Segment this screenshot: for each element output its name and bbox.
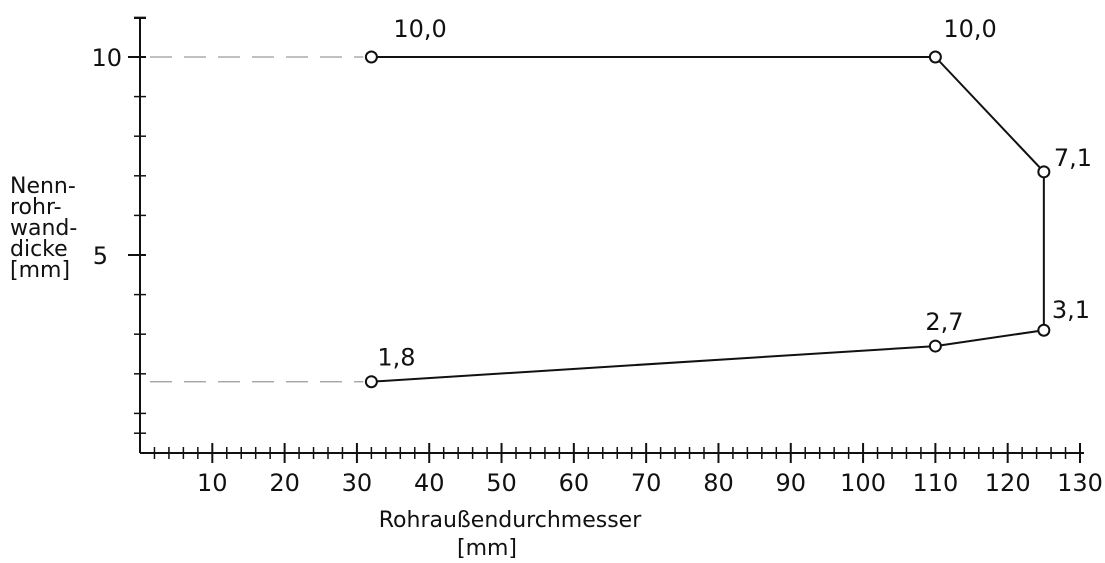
x-tick-label: 50: [486, 469, 517, 497]
x-tick-label: 40: [414, 469, 445, 497]
data-point: [364, 375, 378, 389]
data-label: 2,7: [925, 308, 963, 336]
axes: 10 20 30 40 50 60 70 80 90 100 110 120 130 5 10 Nenn-ro…: [10, 16, 1103, 561]
y-axis-title-line: dicke: [10, 237, 68, 262]
x-tick-label: 80: [703, 469, 734, 497]
data-label: 10,0: [393, 15, 446, 43]
y-tick-label: 10: [91, 44, 122, 72]
x-tick-label: 60: [559, 469, 590, 497]
data-label: 10,0: [943, 15, 996, 43]
x-tick-label: 120: [985, 469, 1031, 497]
data-label: 7,1: [1054, 144, 1092, 172]
x-axis-unit: [mm]: [457, 536, 517, 561]
y-axis-title: Nenn-rohr-wand-dicke [mm]: [10, 174, 77, 283]
reference-lines: [150, 56, 364, 383]
data-point: [1037, 165, 1051, 179]
data-point: [928, 339, 942, 353]
x-tick-label: 70: [631, 469, 662, 497]
y-axis-title-line: Nenn-: [10, 174, 76, 199]
x-tick-label: 20: [269, 469, 300, 497]
y-axis-title-line: wand-: [10, 216, 77, 241]
y-axis-title-line: [mm]: [10, 258, 70, 283]
x-tick-label: 110: [912, 469, 958, 497]
x-axis-title: Rohraußendurchmesser: [379, 508, 642, 533]
data-point: [928, 50, 942, 64]
data-point: [364, 50, 378, 64]
data-label: 1,8: [377, 344, 415, 372]
x-tick-label: 10: [197, 469, 228, 497]
data-point: [1037, 323, 1051, 337]
y-tick-label: 5: [93, 242, 108, 270]
x-tick-label: 90: [775, 469, 806, 497]
x-tick-label: 30: [342, 469, 373, 497]
data-label: 3,1: [1052, 296, 1090, 324]
y-axis-title-line: rohr-: [10, 195, 62, 220]
series: [364, 50, 1051, 389]
labels: 10,0 10,0 7,1 3,1 2,7 1,8: [377, 15, 1092, 372]
x-tick-label: 130: [1057, 469, 1103, 497]
x-tick-label: 100: [840, 469, 886, 497]
series-line: [371, 56, 1045, 383]
